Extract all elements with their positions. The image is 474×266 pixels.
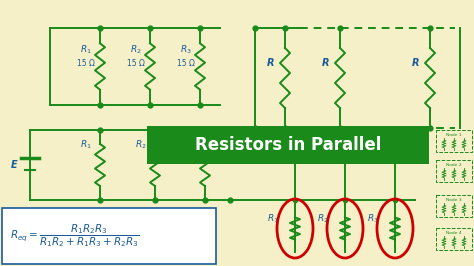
Text: 15 Ω: 15 Ω: [77, 60, 95, 69]
Text: $R_1$: $R_1$: [267, 212, 279, 225]
Text: Node 4: Node 4: [446, 231, 462, 235]
FancyBboxPatch shape: [2, 208, 216, 264]
Text: R: R: [267, 58, 275, 68]
Text: $R_3$: $R_3$: [185, 139, 197, 151]
Text: Node 1: Node 1: [446, 133, 462, 137]
Text: Resistors in Parallel: Resistors in Parallel: [195, 136, 381, 154]
Text: 15 Ω: 15 Ω: [177, 60, 195, 69]
Text: E: E: [11, 160, 18, 170]
Text: $R_{eq} = \dfrac{R_1 R_2 R_3}{R_1 R_2 + R_1 R_3 + R_2 R_3}$: $R_{eq} = \dfrac{R_1 R_2 R_3}{R_1 R_2 + …: [10, 223, 139, 250]
Text: Node 3: Node 3: [446, 198, 462, 202]
Text: R: R: [412, 58, 420, 68]
Text: Node 2: Node 2: [446, 163, 462, 167]
Text: R: R: [322, 58, 330, 68]
Text: $R_2$: $R_2$: [130, 44, 142, 56]
Text: $R_2$: $R_2$: [317, 212, 329, 225]
Text: $R_1$: $R_1$: [80, 44, 92, 56]
Text: $R_1$: $R_1$: [80, 139, 92, 151]
Text: 15 Ω: 15 Ω: [127, 60, 145, 69]
Text: $R_2$: $R_2$: [135, 139, 147, 151]
FancyBboxPatch shape: [147, 126, 429, 164]
Text: $R_3$: $R_3$: [367, 212, 379, 225]
Text: $R_3$: $R_3$: [180, 44, 192, 56]
